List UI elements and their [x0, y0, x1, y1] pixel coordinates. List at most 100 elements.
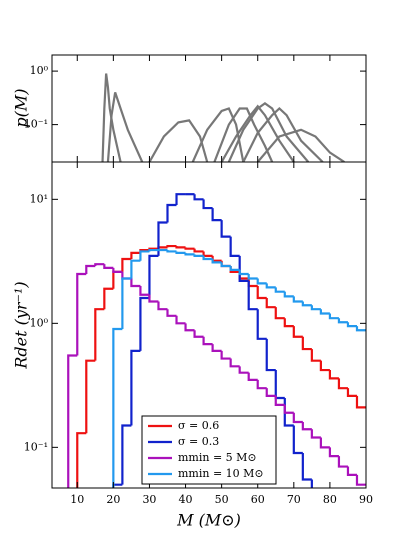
histogram-step [355, 326, 366, 332]
x-tick-label: 40 [179, 493, 193, 506]
x-axis-label: M (M⊙) [176, 511, 241, 530]
histogram-step [130, 259, 141, 279]
x-tick-label: 70 [287, 493, 301, 506]
histogram-step [202, 199, 213, 210]
histogram-step [247, 280, 258, 311]
histogram-step [166, 203, 177, 223]
x-tick-label: 80 [323, 493, 337, 506]
plot-area [101, 73, 345, 162]
x-tick-label: 20 [106, 493, 120, 506]
density-curve [191, 107, 245, 162]
y-tick-label: 10⁻¹ [24, 118, 48, 131]
density-curve [220, 104, 295, 162]
density-curve [213, 107, 274, 162]
x-tick-label: 60 [251, 493, 265, 506]
y-axis-label: p(M) [12, 88, 31, 127]
histogram-step [265, 388, 276, 397]
histogram-step [319, 309, 330, 315]
histogram-step [112, 267, 123, 273]
histogram-step [67, 354, 78, 488]
histogram-step [193, 330, 204, 338]
histogram-step [121, 257, 132, 272]
histogram-step [265, 338, 276, 372]
histogram-step [310, 479, 313, 488]
histogram-step [175, 251, 186, 254]
histogram-step [283, 291, 294, 298]
histogram-step [85, 264, 96, 274]
histogram-step [103, 287, 114, 310]
histogram-step [148, 294, 159, 303]
histogram-step [265, 283, 276, 289]
histogram-step [310, 429, 321, 439]
histogram-step [139, 296, 150, 351]
histogram-step [76, 432, 87, 488]
legend-box [141, 415, 277, 485]
histogram-step [337, 318, 348, 324]
density-curve [101, 73, 122, 162]
histogram-step [229, 358, 240, 368]
histogram-step [292, 412, 303, 424]
histogram-step [202, 336, 213, 346]
histogram-step [193, 254, 204, 257]
histogram-step [328, 370, 339, 380]
histogram-step [184, 323, 195, 332]
histogram-step [130, 349, 141, 426]
histogram-step [85, 359, 96, 434]
histogram-step [166, 244, 177, 248]
histogram-step [157, 221, 168, 256]
histogram-step [76, 272, 87, 356]
legend-label: mmin = 5 M⊙ [178, 451, 257, 464]
histogram-step [346, 322, 357, 328]
histogram-step [319, 437, 330, 449]
histogram-step [256, 309, 267, 340]
histogram-step [175, 315, 186, 325]
histogram-step [211, 208, 222, 222]
histogram-step [310, 349, 321, 362]
histogram-step [283, 404, 294, 414]
histogram-step [355, 474, 366, 486]
histogram-step [346, 388, 357, 397]
histogram-step [355, 395, 366, 409]
histogram-step [130, 251, 141, 260]
histogram-step [148, 248, 159, 252]
histogram-step [310, 305, 321, 311]
histogram-step [157, 301, 168, 311]
density-curve [106, 92, 144, 162]
histogram-step [301, 301, 312, 307]
histogram-step [166, 250, 177, 253]
histogram-step [94, 263, 105, 266]
histogram-step [292, 296, 303, 303]
histogram-step [337, 456, 348, 468]
histogram-step [121, 424, 132, 485]
density-curve [227, 101, 310, 162]
histogram-step [238, 366, 249, 374]
histogram-step [337, 378, 348, 390]
plot-area [67, 193, 366, 488]
y-axis-label: Rdet (yr⁻¹) [12, 281, 31, 369]
histogram-step [166, 309, 177, 317]
histogram-step [301, 336, 312, 351]
histogram-step [247, 372, 258, 381]
histogram-step [229, 236, 240, 257]
histogram-step [184, 252, 195, 256]
histogram-step [220, 220, 231, 238]
histogram-step [274, 287, 285, 293]
histogram-step [220, 262, 231, 268]
histogram-step [328, 447, 339, 458]
histogram-step [274, 395, 285, 406]
density-curve [242, 107, 324, 162]
histogram-step [130, 278, 141, 288]
histogram-step [265, 298, 276, 309]
axes-frame [51, 161, 367, 489]
histogram-step [175, 246, 186, 249]
histogram-step [193, 248, 204, 253]
histogram-step [94, 308, 105, 361]
histogram-step [292, 326, 303, 338]
y-tick-label: 10¹ [30, 192, 48, 205]
histogram-step [202, 255, 213, 261]
histogram-step [139, 250, 150, 261]
histogram-step [211, 259, 222, 264]
histogram-step [274, 307, 285, 320]
histogram-step [121, 277, 132, 330]
histogram-step [292, 425, 303, 455]
